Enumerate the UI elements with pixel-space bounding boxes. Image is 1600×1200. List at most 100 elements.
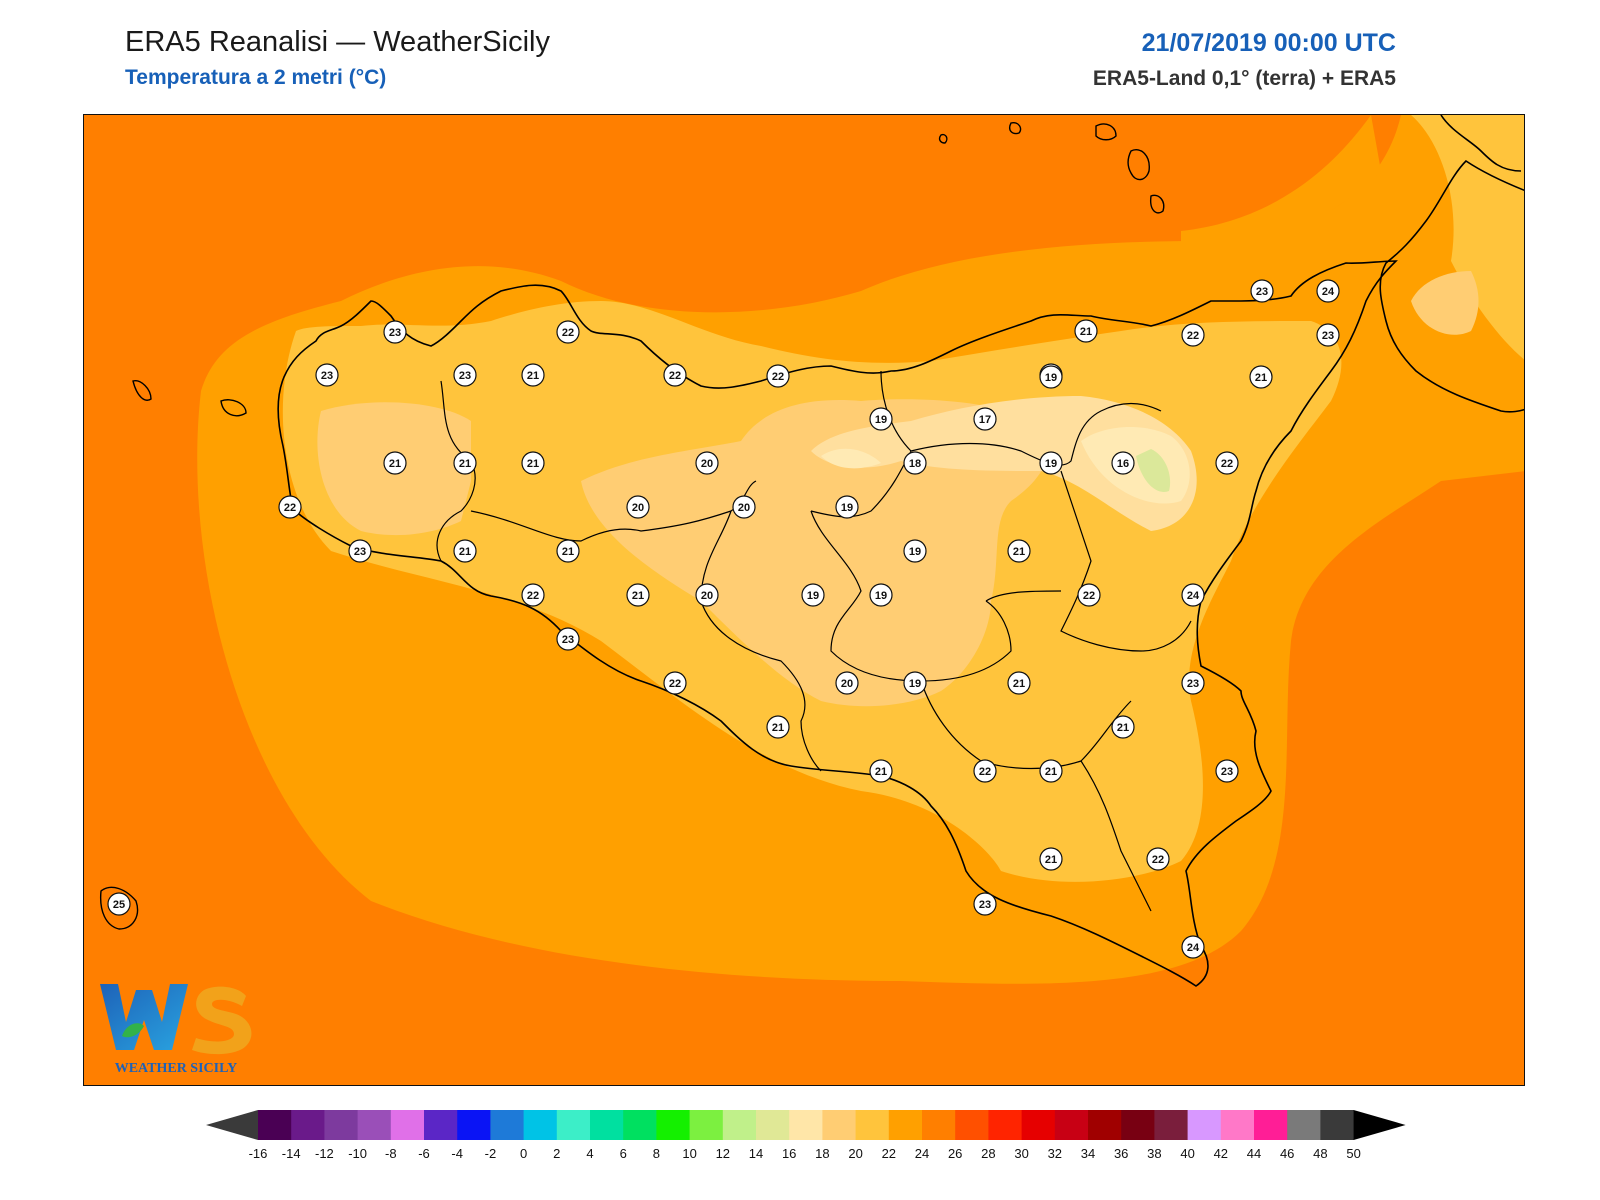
station-marker: 20	[695, 583, 719, 607]
station-marker: 21	[1074, 319, 1098, 343]
station-circle	[107, 892, 131, 916]
field-band-22-calabria	[1411, 115, 1524, 360]
station-circle	[1215, 759, 1239, 783]
station-value: 21	[459, 458, 471, 470]
station-marker: 21	[1039, 759, 1063, 783]
island-aeolian-1	[1095, 123, 1117, 141]
colorbar-tick-label: 24	[915, 1146, 929, 1161]
station-value: 21	[875, 766, 887, 778]
station-value: 19	[1045, 458, 1057, 470]
station-value: 20	[841, 678, 853, 690]
colorbar-swatch	[291, 1110, 325, 1140]
province-boundary-ragusa-siracusa-south	[1080, 760, 1152, 912]
station-circle	[835, 495, 859, 519]
province-boundary-caltanissetta	[700, 510, 822, 772]
station-value: 17	[979, 414, 991, 426]
station-circle	[903, 451, 927, 475]
station-circle	[732, 495, 756, 519]
station-marker: 21	[521, 451, 545, 475]
station-value: 22	[669, 370, 681, 382]
colorbar-tick-label: 42	[1214, 1146, 1228, 1161]
station-value: 19	[875, 590, 887, 602]
colorbar-tick-label: 0	[520, 1146, 527, 1161]
colorbar-swatch	[258, 1110, 292, 1140]
station-value: 21	[1045, 854, 1057, 866]
colorbar: -16 -14 -12 -10 -8 -6 -4 -2 0 2 4 6 8 10 12 14 16 18 20 22 2…	[206, 1110, 1406, 1161]
station-value: 24	[1187, 590, 1200, 602]
station-marker: 21	[383, 451, 407, 475]
colorbar-tick-label: 38	[1147, 1146, 1161, 1161]
colorbar-tick-label: 32	[1048, 1146, 1062, 1161]
province-boundary-trapani-palermo	[436, 380, 476, 562]
station-markers: 23 22 21 23 24 23 23 21 22 22 22 19 21 23 21 19 17 21 21 21…	[107, 279, 1340, 959]
station-circle	[1039, 847, 1063, 871]
station-value: 21	[1013, 678, 1025, 690]
station-value: 23	[1322, 330, 1334, 342]
colorbar-swatch	[756, 1110, 790, 1140]
station-circle	[663, 671, 687, 695]
colorbar-tick-label: 30	[1014, 1146, 1028, 1161]
station-circle	[453, 451, 477, 475]
station-marker: 23	[1250, 279, 1274, 303]
station-marker: 21	[1039, 847, 1063, 871]
station-marker: 23	[556, 627, 580, 651]
station-value: 21	[459, 546, 471, 558]
station-marker: 21	[869, 759, 893, 783]
station-marker: 20	[835, 671, 859, 695]
station-circle	[1316, 279, 1340, 303]
island-egadi-1	[132, 380, 152, 401]
colorbar-tick-label: 20	[848, 1146, 862, 1161]
station-marker: 21	[453, 451, 477, 475]
station-marker: 22	[663, 363, 687, 387]
station-marker: 21	[1111, 715, 1135, 739]
station-marker: 24	[1316, 279, 1340, 303]
colorbar-tick-label: 18	[815, 1146, 829, 1161]
station-marker: 23	[1215, 759, 1239, 783]
station-marker: 21	[521, 363, 545, 387]
colorbar-swatch	[623, 1110, 657, 1140]
logo-w-glyph	[100, 984, 188, 1050]
station-circle	[973, 892, 997, 916]
station-circle	[383, 320, 407, 344]
station-circle	[1074, 319, 1098, 343]
station-circle	[973, 759, 997, 783]
station-marker: 21	[1007, 539, 1031, 563]
colorbar-swatch	[457, 1110, 491, 1140]
station-value: 21	[632, 590, 644, 602]
station-marker: 24	[1181, 583, 1205, 607]
station-value: 21	[562, 546, 574, 558]
station-marker: 21	[626, 583, 650, 607]
station-value: 20	[738, 502, 750, 514]
station-value: 24	[1187, 942, 1200, 954]
station-marker: 22	[1146, 847, 1170, 871]
colorbar-swatch	[1287, 1110, 1321, 1140]
station-value: 22	[669, 678, 681, 690]
station-circle	[1181, 323, 1205, 347]
colorbar-tick-label: 8	[653, 1146, 660, 1161]
colorbar-swatch	[390, 1110, 425, 1140]
station-circle	[1007, 539, 1031, 563]
station-circle	[315, 363, 339, 387]
colorbar-swatch	[556, 1110, 591, 1140]
colorbar-labels: -16 -14 -12 -10 -8 -6 -4 -2 0 2 4 6 8 10 12 14 16 18 20 22 2…	[249, 1146, 1361, 1161]
station-circle	[1007, 671, 1031, 695]
colorbar-tick-label: -14	[282, 1146, 301, 1161]
station-value: 22	[772, 371, 784, 383]
colorbar-tick-label: -16	[249, 1146, 268, 1161]
field-band-16-west	[821, 448, 881, 469]
station-marker: 24	[1181, 935, 1205, 959]
colorbar-tick-label: 28	[981, 1146, 995, 1161]
station-value: 22	[527, 590, 539, 602]
logo-text: WEATHER SICILY	[115, 1061, 238, 1076]
station-value: 21	[527, 458, 539, 470]
station-value: 23	[1187, 678, 1199, 690]
station-marker: 20	[732, 495, 756, 519]
colorbar-tick-label: 4	[586, 1146, 593, 1161]
colorbar-tick-label: 48	[1313, 1146, 1327, 1161]
colorbar-tick-label: 10	[682, 1146, 696, 1161]
station-marker: 23	[453, 363, 477, 387]
field-band-20-inland	[581, 399, 1050, 707]
station-circle	[1316, 323, 1340, 347]
station-circle	[766, 715, 790, 739]
station-circle	[903, 539, 927, 563]
